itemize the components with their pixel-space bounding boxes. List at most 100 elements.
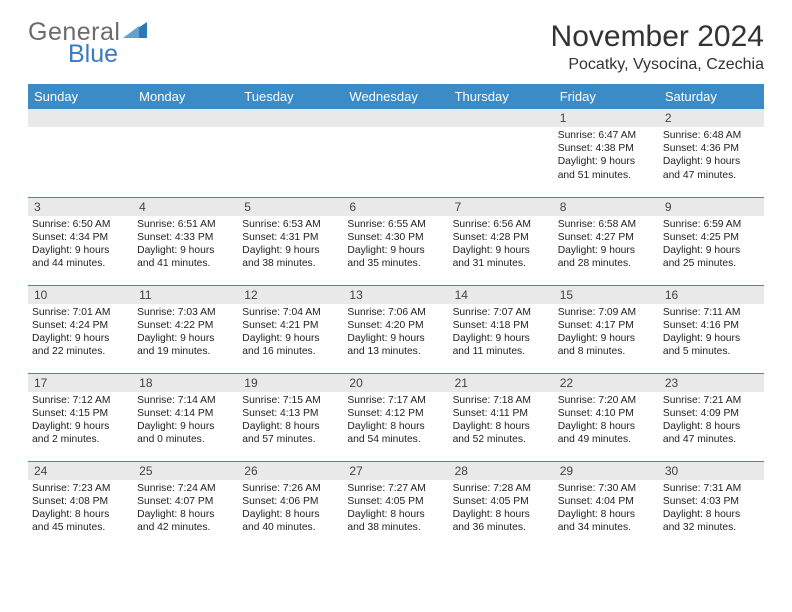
daylight-text-1: Daylight: 8 hours [453, 508, 550, 521]
day-number: 28 [449, 462, 554, 480]
calendar-cell: 11Sunrise: 7:03 AMSunset: 4:22 PMDayligh… [133, 285, 238, 373]
calendar-week-row: 1Sunrise: 6:47 AMSunset: 4:38 PMDaylight… [28, 109, 764, 197]
cell-body: Sunrise: 7:03 AMSunset: 4:22 PMDaylight:… [133, 304, 238, 362]
cell-body: Sunrise: 7:18 AMSunset: 4:11 PMDaylight:… [449, 392, 554, 450]
sunrise-text: Sunrise: 7:17 AM [347, 394, 444, 407]
daylight-text-1: Daylight: 8 hours [663, 508, 760, 521]
calendar-cell: 23Sunrise: 7:21 AMSunset: 4:09 PMDayligh… [659, 373, 764, 461]
cell-body: Sunrise: 7:15 AMSunset: 4:13 PMDaylight:… [238, 392, 343, 450]
cell-body: Sunrise: 7:06 AMSunset: 4:20 PMDaylight:… [343, 304, 448, 362]
sunset-text: Sunset: 4:22 PM [137, 319, 234, 332]
cell-body: Sunrise: 6:53 AMSunset: 4:31 PMDaylight:… [238, 216, 343, 274]
calendar-cell: 10Sunrise: 7:01 AMSunset: 4:24 PMDayligh… [28, 285, 133, 373]
sunset-text: Sunset: 4:17 PM [558, 319, 655, 332]
calendar-cell: 2Sunrise: 6:48 AMSunset: 4:36 PMDaylight… [659, 109, 764, 197]
daylight-text-2: and 42 minutes. [137, 521, 234, 534]
day-number: 18 [133, 374, 238, 392]
sunset-text: Sunset: 4:38 PM [558, 142, 655, 155]
sunset-text: Sunset: 4:27 PM [558, 231, 655, 244]
day-number: 24 [28, 462, 133, 480]
daylight-text-2: and 2 minutes. [32, 433, 129, 446]
daylight-text-1: Daylight: 9 hours [347, 332, 444, 345]
daylight-text-2: and 47 minutes. [663, 169, 760, 182]
daylight-text-2: and 25 minutes. [663, 257, 760, 270]
day-header-row: SundayMondayTuesdayWednesdayThursdayFrid… [28, 84, 764, 109]
daylight-text-2: and 38 minutes. [347, 521, 444, 534]
daylight-text-2: and 0 minutes. [137, 433, 234, 446]
sunrise-text: Sunrise: 7:26 AM [242, 482, 339, 495]
cell-body: Sunrise: 6:50 AMSunset: 4:34 PMDaylight:… [28, 216, 133, 274]
sunrise-text: Sunrise: 6:58 AM [558, 218, 655, 231]
day-number: 8 [554, 198, 659, 216]
calendar-cell: 15Sunrise: 7:09 AMSunset: 4:17 PMDayligh… [554, 285, 659, 373]
cell-body [28, 127, 133, 132]
calendar-cell: 18Sunrise: 7:14 AMSunset: 4:14 PMDayligh… [133, 373, 238, 461]
cell-body: Sunrise: 7:20 AMSunset: 4:10 PMDaylight:… [554, 392, 659, 450]
daylight-text-1: Daylight: 9 hours [32, 332, 129, 345]
sunrise-text: Sunrise: 7:21 AM [663, 394, 760, 407]
sunset-text: Sunset: 4:16 PM [663, 319, 760, 332]
calendar-cell [449, 109, 554, 197]
daylight-text-2: and 49 minutes. [558, 433, 655, 446]
day-number [449, 109, 554, 127]
daylight-text-2: and 54 minutes. [347, 433, 444, 446]
daylight-text-2: and 5 minutes. [663, 345, 760, 358]
title-block: November 2024 Pocatky, Vysocina, Czechia [551, 20, 764, 74]
header: General Blue November 2024 Pocatky, Vyso… [28, 20, 764, 74]
cell-body: Sunrise: 6:48 AMSunset: 4:36 PMDaylight:… [659, 127, 764, 185]
day-number: 4 [133, 198, 238, 216]
sunset-text: Sunset: 4:20 PM [347, 319, 444, 332]
daylight-text-2: and 16 minutes. [242, 345, 339, 358]
calendar-cell: 17Sunrise: 7:12 AMSunset: 4:15 PMDayligh… [28, 373, 133, 461]
day-number: 21 [449, 374, 554, 392]
cell-body: Sunrise: 7:31 AMSunset: 4:03 PMDaylight:… [659, 480, 764, 538]
location-text: Pocatky, Vysocina, Czechia [551, 56, 764, 74]
daylight-text-1: Daylight: 8 hours [242, 508, 339, 521]
cell-body [133, 127, 238, 132]
calendar-cell: 22Sunrise: 7:20 AMSunset: 4:10 PMDayligh… [554, 373, 659, 461]
sunset-text: Sunset: 4:28 PM [453, 231, 550, 244]
daylight-text-1: Daylight: 8 hours [242, 420, 339, 433]
cell-body: Sunrise: 7:04 AMSunset: 4:21 PMDaylight:… [238, 304, 343, 362]
calendar-cell [28, 109, 133, 197]
cell-body [449, 127, 554, 132]
day-number: 13 [343, 286, 448, 304]
sunrise-text: Sunrise: 7:11 AM [663, 306, 760, 319]
daylight-text-1: Daylight: 8 hours [558, 420, 655, 433]
sunrise-text: Sunrise: 7:04 AM [242, 306, 339, 319]
day-number: 9 [659, 198, 764, 216]
day-header: Saturday [659, 84, 764, 109]
day-number: 12 [238, 286, 343, 304]
cell-body [343, 127, 448, 132]
sunset-text: Sunset: 4:13 PM [242, 407, 339, 420]
daylight-text-1: Daylight: 9 hours [663, 332, 760, 345]
daylight-text-2: and 40 minutes. [242, 521, 339, 534]
sunrise-text: Sunrise: 6:48 AM [663, 129, 760, 142]
calendar-cell: 3Sunrise: 6:50 AMSunset: 4:34 PMDaylight… [28, 197, 133, 285]
sunset-text: Sunset: 4:05 PM [347, 495, 444, 508]
cell-body: Sunrise: 6:55 AMSunset: 4:30 PMDaylight:… [343, 216, 448, 274]
daylight-text-1: Daylight: 9 hours [558, 155, 655, 168]
sunrise-text: Sunrise: 7:07 AM [453, 306, 550, 319]
sunrise-text: Sunrise: 6:59 AM [663, 218, 760, 231]
day-number [238, 109, 343, 127]
daylight-text-1: Daylight: 9 hours [663, 155, 760, 168]
daylight-text-2: and 44 minutes. [32, 257, 129, 270]
daylight-text-2: and 38 minutes. [242, 257, 339, 270]
day-number: 27 [343, 462, 448, 480]
daylight-text-1: Daylight: 9 hours [453, 244, 550, 257]
calendar-cell [238, 109, 343, 197]
sunset-text: Sunset: 4:34 PM [32, 231, 129, 244]
sunset-text: Sunset: 4:36 PM [663, 142, 760, 155]
daylight-text-1: Daylight: 9 hours [347, 244, 444, 257]
daylight-text-2: and 31 minutes. [453, 257, 550, 270]
cell-body [238, 127, 343, 132]
sunset-text: Sunset: 4:24 PM [32, 319, 129, 332]
day-number: 5 [238, 198, 343, 216]
calendar-cell: 20Sunrise: 7:17 AMSunset: 4:12 PMDayligh… [343, 373, 448, 461]
daylight-text-2: and 8 minutes. [558, 345, 655, 358]
daylight-text-2: and 32 minutes. [663, 521, 760, 534]
calendar-week-row: 24Sunrise: 7:23 AMSunset: 4:08 PMDayligh… [28, 461, 764, 549]
day-number: 10 [28, 286, 133, 304]
day-number: 29 [554, 462, 659, 480]
